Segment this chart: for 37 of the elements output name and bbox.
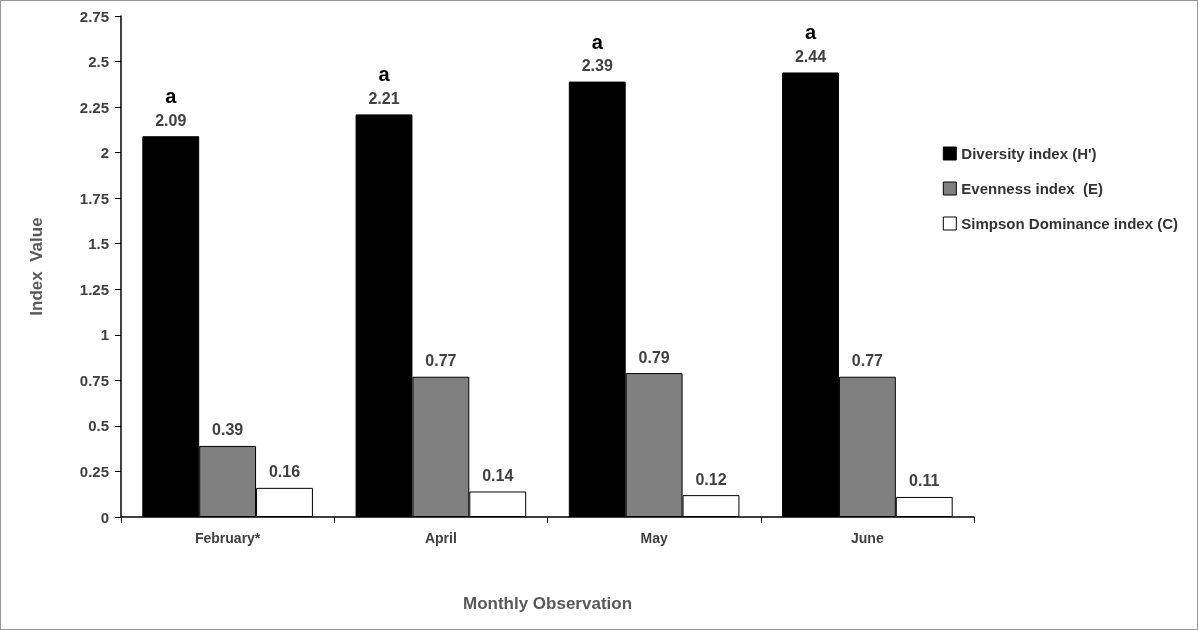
data-label: 0.16 [268,463,301,481]
data-label: 0.11 [909,472,940,490]
y-tick-label: 1 [100,326,109,344]
y-axis-title: Index Value [27,217,46,316]
x-tick-label: April [424,530,457,546]
legend-label: Evenness index (E) [961,180,1104,197]
data-label: 0.39 [212,421,244,439]
x-tick-label: February* [194,530,261,546]
data-label: 2.21 [368,89,400,107]
y-tick-label: 1.75 [79,189,109,207]
data-label: 0.12 [695,470,727,488]
y-tick-label: 1.25 [79,280,109,298]
annotation: a [591,30,604,53]
y-tick-label: 2.5 [88,53,109,71]
y-tick-label: 1.5 [88,235,109,253]
y-tick-label: 0.75 [79,371,109,389]
y-tick-label: 2.75 [79,7,109,25]
legend-label: Simpson Dominance index (C) [961,215,1179,232]
data-label: 2.44 [794,47,827,65]
y-tick-label: 0.5 [88,417,109,435]
x-tick-label: May [640,530,668,546]
data-label: 0.77 [851,352,884,370]
data-label: 0.79 [638,348,670,366]
x-tick-label: June [851,530,884,546]
y-tick-label: 0 [100,508,109,526]
annotation: a [804,21,817,44]
data-label: 2.39 [581,57,613,75]
y-tick-label: 0.25 [79,462,109,480]
annotation: a [165,85,178,108]
x-axis-title: Monthly Observation [462,594,633,613]
data-label: 2.09 [155,111,187,129]
data-label: 0.77 [425,352,457,370]
legend-label: Diversity index (H') [961,145,1097,162]
data-label: 0.14 [482,466,514,484]
y-tick-label: 2.25 [79,98,109,116]
annotation: a [378,63,391,86]
y-tick-label: 2 [100,144,109,162]
